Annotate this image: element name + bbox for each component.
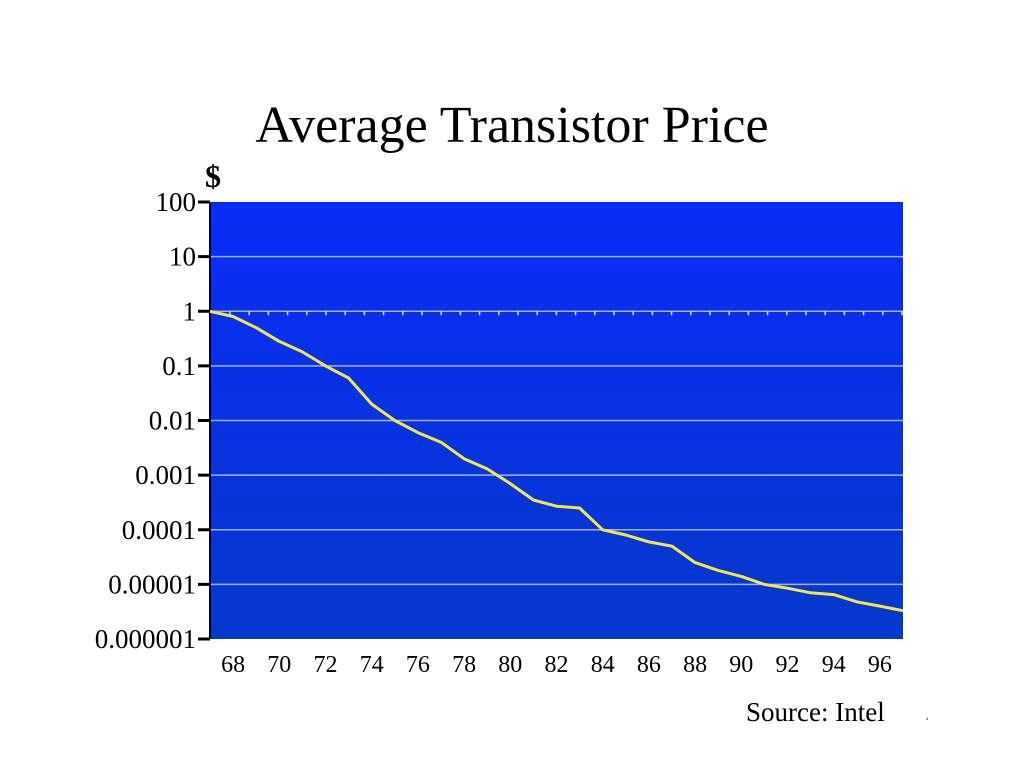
- y-axis-ticks: 100 10 1 0.1 0.01 0.001 0.0001 0.00001 0.000001: [95, 187, 210, 654]
- y-tick-label: 0.0001: [122, 515, 196, 545]
- x-tick-label: 94: [822, 652, 846, 678]
- x-tick-label: 70: [267, 652, 291, 678]
- y-tick-label: 0.000001: [95, 624, 196, 654]
- y-tick-label: 1: [183, 296, 197, 326]
- x-tick-label: 68: [221, 652, 245, 678]
- x-axis-ticks: 68 70 72 74 76 78 80 82 84 86 88 90 92 94 96: [221, 652, 892, 678]
- y-tick-label: 0.001: [135, 460, 196, 490]
- x-tick-label: 76: [406, 652, 430, 678]
- x-tick-label: 96: [868, 652, 892, 678]
- x-tick-label: 78: [452, 652, 476, 678]
- y-axis-unit-label: $: [205, 158, 221, 194]
- y-tick-label: 100: [156, 187, 197, 217]
- x-tick-label: 90: [729, 652, 753, 678]
- x-tick-label: 80: [498, 652, 522, 678]
- x-tick-label: 92: [776, 652, 800, 678]
- y-tick-label: 10: [169, 242, 196, 272]
- x-tick-label: 72: [314, 652, 338, 678]
- x-tick-label: 86: [637, 652, 661, 678]
- gridline-ticks: [229, 311, 903, 316]
- x-tick-label: 84: [591, 652, 615, 678]
- source-note: Source: Intel: [746, 697, 885, 727]
- x-tick-label: 88: [683, 652, 707, 678]
- y-tick-label: 0.1: [162, 351, 196, 381]
- y-tick-label: 0.00001: [108, 569, 196, 599]
- x-tick-label: 82: [545, 652, 569, 678]
- y-tick-label: 0.01: [149, 406, 196, 436]
- x-tick-label: 74: [360, 652, 384, 678]
- price-series-line: [209, 309, 904, 613]
- chart-title: Average Transistor Price: [255, 97, 769, 154]
